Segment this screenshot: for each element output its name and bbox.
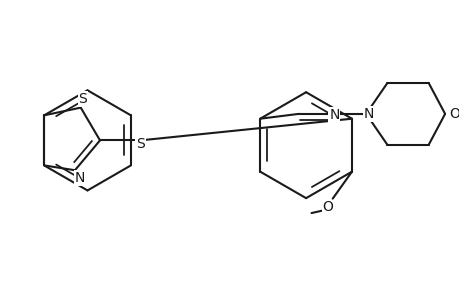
Text: N: N [329, 108, 339, 122]
Text: O: O [322, 200, 333, 214]
Text: N: N [74, 171, 85, 185]
Text: S: S [136, 137, 145, 151]
Text: S: S [78, 92, 87, 106]
Text: N: N [363, 107, 374, 121]
Text: O: O [448, 107, 459, 121]
